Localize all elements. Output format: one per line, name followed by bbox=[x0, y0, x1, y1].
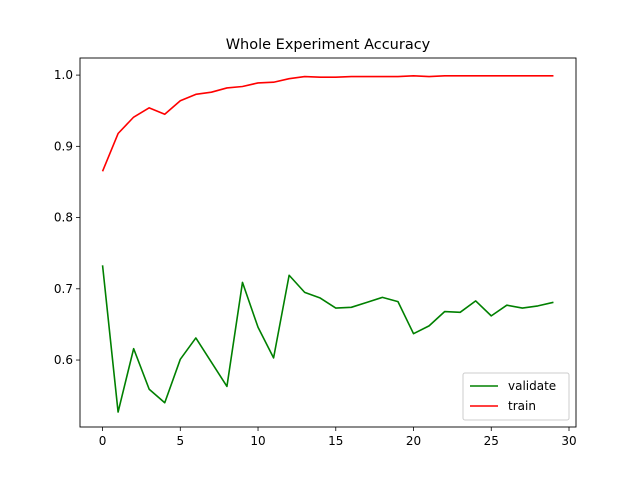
legend: validate train bbox=[462, 372, 570, 421]
y-tick-label: 1.0 bbox=[54, 68, 73, 82]
x-tick-label: 0 bbox=[99, 434, 107, 448]
chart-title: Whole Experiment Accuracy bbox=[226, 37, 431, 53]
legend-box bbox=[462, 372, 570, 421]
series-line-validate bbox=[101, 265, 554, 413]
y-tick-label: 0.9 bbox=[54, 139, 73, 153]
axes: 0 5 10 15 20 25 30 0.6 0.7 0.8 0.9 1.0 bbox=[54, 68, 577, 448]
x-tick-label: 20 bbox=[406, 434, 421, 448]
x-tick-label: 5 bbox=[176, 434, 184, 448]
legend-label-validate: validate bbox=[508, 379, 556, 393]
legend-label-train: train bbox=[508, 399, 536, 413]
y-tick-label: 0.7 bbox=[54, 282, 73, 296]
x-tick-label: 15 bbox=[328, 434, 343, 448]
x-tick-label: 30 bbox=[561, 434, 576, 448]
plot-area bbox=[101, 75, 554, 413]
series-line-train bbox=[101, 75, 554, 172]
y-tick-label: 0.8 bbox=[54, 211, 73, 225]
axes-frame bbox=[79, 57, 577, 428]
x-tick-label: 25 bbox=[484, 434, 499, 448]
y-tick-label: 0.6 bbox=[54, 353, 73, 367]
x-tick-label: 10 bbox=[250, 434, 265, 448]
